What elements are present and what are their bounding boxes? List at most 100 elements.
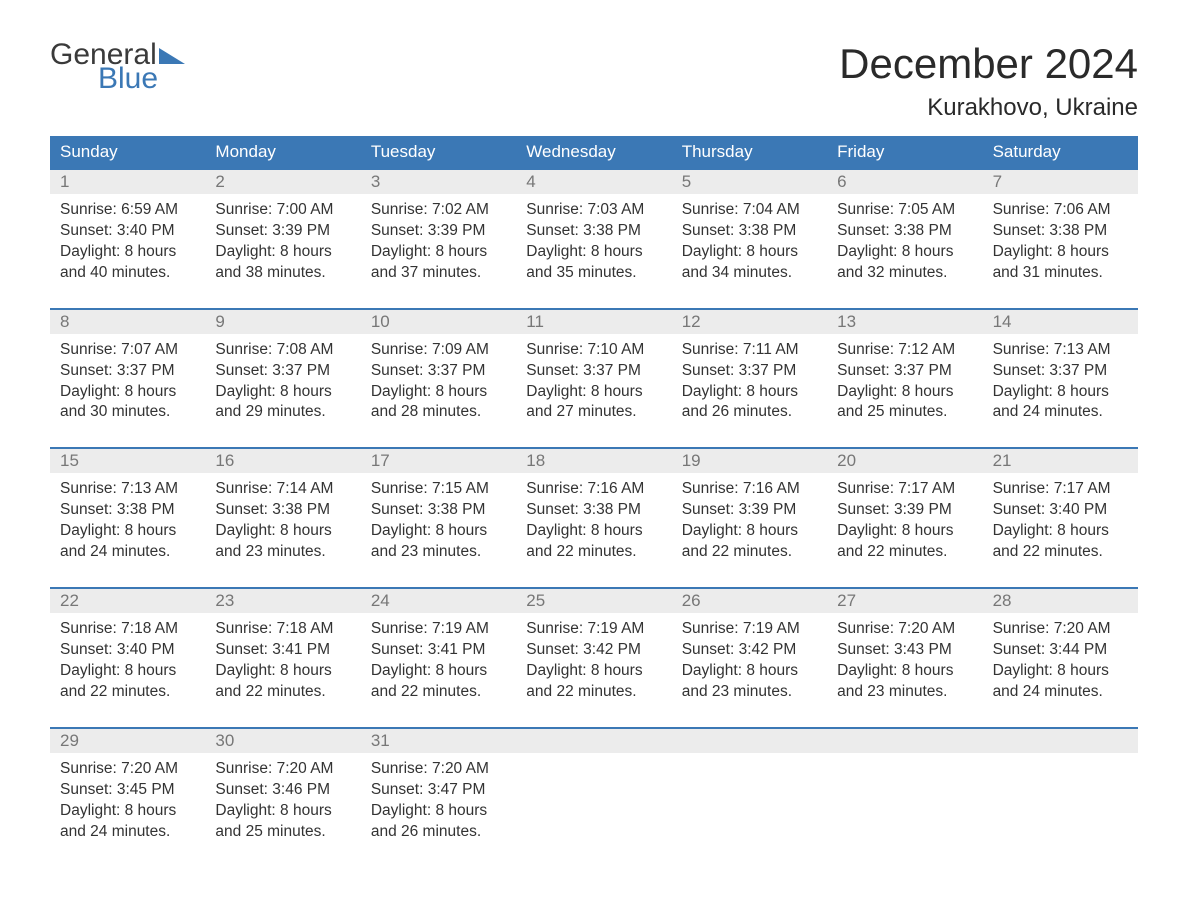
calendar-cell: 11Sunrise: 7:10 AMSunset: 3:37 PMDayligh… xyxy=(516,310,671,438)
day-sunset: Sunset: 3:38 PM xyxy=(371,500,506,521)
day-header-sunday: Sunday xyxy=(50,136,205,168)
day-dl2: and 38 minutes. xyxy=(215,263,350,284)
day-sunrise: Sunrise: 7:13 AM xyxy=(993,340,1128,361)
day-sunrise: Sunrise: 7:17 AM xyxy=(993,479,1128,500)
day-sunrise: Sunrise: 7:16 AM xyxy=(682,479,817,500)
day-sunset: Sunset: 3:37 PM xyxy=(526,361,661,382)
day-details: Sunrise: 7:13 AMSunset: 3:37 PMDaylight:… xyxy=(983,334,1138,424)
day-details: Sunrise: 7:09 AMSunset: 3:37 PMDaylight:… xyxy=(361,334,516,424)
day-sunset: Sunset: 3:38 PM xyxy=(993,221,1128,242)
calendar-cell: 15Sunrise: 7:13 AMSunset: 3:38 PMDayligh… xyxy=(50,449,205,577)
day-header-wednesday: Wednesday xyxy=(516,136,671,168)
calendar-cell: 3Sunrise: 7:02 AMSunset: 3:39 PMDaylight… xyxy=(361,170,516,298)
day-number: 17 xyxy=(361,449,516,473)
day-number: 13 xyxy=(827,310,982,334)
day-dl2: and 31 minutes. xyxy=(993,263,1128,284)
calendar-cell: 31Sunrise: 7:20 AMSunset: 3:47 PMDayligh… xyxy=(361,729,516,857)
day-dl1: Daylight: 8 hours xyxy=(526,661,661,682)
calendar-cell: 1Sunrise: 6:59 AMSunset: 3:40 PMDaylight… xyxy=(50,170,205,298)
day-sunset: Sunset: 3:37 PM xyxy=(60,361,195,382)
day-dl1: Daylight: 8 hours xyxy=(837,521,972,542)
day-sunrise: Sunrise: 7:20 AM xyxy=(371,759,506,780)
day-details: Sunrise: 7:10 AMSunset: 3:37 PMDaylight:… xyxy=(516,334,671,424)
day-details: Sunrise: 7:16 AMSunset: 3:38 PMDaylight:… xyxy=(516,473,671,563)
logo-text-blue: Blue xyxy=(98,64,185,94)
day-number: 29 xyxy=(50,729,205,753)
calendar-cell: 2Sunrise: 7:00 AMSunset: 3:39 PMDaylight… xyxy=(205,170,360,298)
day-details: Sunrise: 7:20 AMSunset: 3:46 PMDaylight:… xyxy=(205,753,360,843)
day-sunset: Sunset: 3:41 PM xyxy=(215,640,350,661)
day-sunrise: Sunrise: 7:03 AM xyxy=(526,200,661,221)
day-header-friday: Friday xyxy=(827,136,982,168)
day-number: 7 xyxy=(983,170,1138,194)
day-details: Sunrise: 7:07 AMSunset: 3:37 PMDaylight:… xyxy=(50,334,205,424)
day-details: Sunrise: 7:17 AMSunset: 3:40 PMDaylight:… xyxy=(983,473,1138,563)
day-header-thursday: Thursday xyxy=(672,136,827,168)
day-sunrise: Sunrise: 7:13 AM xyxy=(60,479,195,500)
calendar-cell: 25Sunrise: 7:19 AMSunset: 3:42 PMDayligh… xyxy=(516,589,671,717)
day-dl1: Daylight: 8 hours xyxy=(993,242,1128,263)
day-dl1: Daylight: 8 hours xyxy=(682,661,817,682)
logo-flag-icon xyxy=(159,46,185,64)
day-sunset: Sunset: 3:40 PM xyxy=(60,221,195,242)
day-dl2: and 23 minutes. xyxy=(215,542,350,563)
day-dl1: Daylight: 8 hours xyxy=(215,521,350,542)
day-details: Sunrise: 7:14 AMSunset: 3:38 PMDaylight:… xyxy=(205,473,360,563)
day-dl1: Daylight: 8 hours xyxy=(60,801,195,822)
day-sunset: Sunset: 3:37 PM xyxy=(371,361,506,382)
day-sunrise: Sunrise: 7:09 AM xyxy=(371,340,506,361)
day-sunset: Sunset: 3:39 PM xyxy=(371,221,506,242)
day-details: Sunrise: 7:03 AMSunset: 3:38 PMDaylight:… xyxy=(516,194,671,284)
day-sunset: Sunset: 3:39 PM xyxy=(682,500,817,521)
day-dl2: and 24 minutes. xyxy=(60,822,195,843)
day-sunset: Sunset: 3:37 PM xyxy=(682,361,817,382)
day-sunset: Sunset: 3:46 PM xyxy=(215,780,350,801)
calendar-cell: 6Sunrise: 7:05 AMSunset: 3:38 PMDaylight… xyxy=(827,170,982,298)
day-header-saturday: Saturday xyxy=(983,136,1138,168)
calendar-cell: 7Sunrise: 7:06 AMSunset: 3:38 PMDaylight… xyxy=(983,170,1138,298)
week-row: 1Sunrise: 6:59 AMSunset: 3:40 PMDaylight… xyxy=(50,168,1138,298)
day-number: 19 xyxy=(672,449,827,473)
calendar-cell: 26Sunrise: 7:19 AMSunset: 3:42 PMDayligh… xyxy=(672,589,827,717)
day-sunrise: Sunrise: 7:08 AM xyxy=(215,340,350,361)
calendar-cell: 18Sunrise: 7:16 AMSunset: 3:38 PMDayligh… xyxy=(516,449,671,577)
day-dl1: Daylight: 8 hours xyxy=(837,382,972,403)
day-sunrise: Sunrise: 6:59 AM xyxy=(60,200,195,221)
day-dl2: and 34 minutes. xyxy=(682,263,817,284)
day-sunrise: Sunrise: 7:06 AM xyxy=(993,200,1128,221)
calendar-cell: 8Sunrise: 7:07 AMSunset: 3:37 PMDaylight… xyxy=(50,310,205,438)
calendar-cell-empty: . xyxy=(983,729,1138,857)
day-sunset: Sunset: 3:38 PM xyxy=(526,500,661,521)
calendar-cell-empty: . xyxy=(827,729,982,857)
day-number: 2 xyxy=(205,170,360,194)
day-details: Sunrise: 7:06 AMSunset: 3:38 PMDaylight:… xyxy=(983,194,1138,284)
calendar-cell-empty: . xyxy=(516,729,671,857)
day-details: Sunrise: 7:12 AMSunset: 3:37 PMDaylight:… xyxy=(827,334,982,424)
day-dl2: and 25 minutes. xyxy=(837,402,972,423)
day-sunset: Sunset: 3:39 PM xyxy=(837,500,972,521)
calendar-cell: 27Sunrise: 7:20 AMSunset: 3:43 PMDayligh… xyxy=(827,589,982,717)
day-dl1: Daylight: 8 hours xyxy=(993,521,1128,542)
calendar-cell: 4Sunrise: 7:03 AMSunset: 3:38 PMDaylight… xyxy=(516,170,671,298)
calendar-cell: 10Sunrise: 7:09 AMSunset: 3:37 PMDayligh… xyxy=(361,310,516,438)
day-dl2: and 24 minutes. xyxy=(993,402,1128,423)
day-number: 24 xyxy=(361,589,516,613)
calendar-cell: 16Sunrise: 7:14 AMSunset: 3:38 PMDayligh… xyxy=(205,449,360,577)
day-number: 25 xyxy=(516,589,671,613)
day-sunrise: Sunrise: 7:16 AM xyxy=(526,479,661,500)
day-number: 9 xyxy=(205,310,360,334)
day-dl1: Daylight: 8 hours xyxy=(215,661,350,682)
day-dl1: Daylight: 8 hours xyxy=(837,242,972,263)
day-sunset: Sunset: 3:43 PM xyxy=(837,640,972,661)
day-sunrise: Sunrise: 7:17 AM xyxy=(837,479,972,500)
day-dl2: and 37 minutes. xyxy=(371,263,506,284)
day-dl1: Daylight: 8 hours xyxy=(526,382,661,403)
day-sunrise: Sunrise: 7:02 AM xyxy=(371,200,506,221)
calendar-cell: 13Sunrise: 7:12 AMSunset: 3:37 PMDayligh… xyxy=(827,310,982,438)
day-details: Sunrise: 7:20 AMSunset: 3:43 PMDaylight:… xyxy=(827,613,982,703)
day-sunset: Sunset: 3:42 PM xyxy=(526,640,661,661)
day-dl1: Daylight: 8 hours xyxy=(371,242,506,263)
day-details: Sunrise: 7:05 AMSunset: 3:38 PMDaylight:… xyxy=(827,194,982,284)
day-details: Sunrise: 7:17 AMSunset: 3:39 PMDaylight:… xyxy=(827,473,982,563)
title-block: December 2024 Kurakhovo, Ukraine xyxy=(839,40,1138,122)
